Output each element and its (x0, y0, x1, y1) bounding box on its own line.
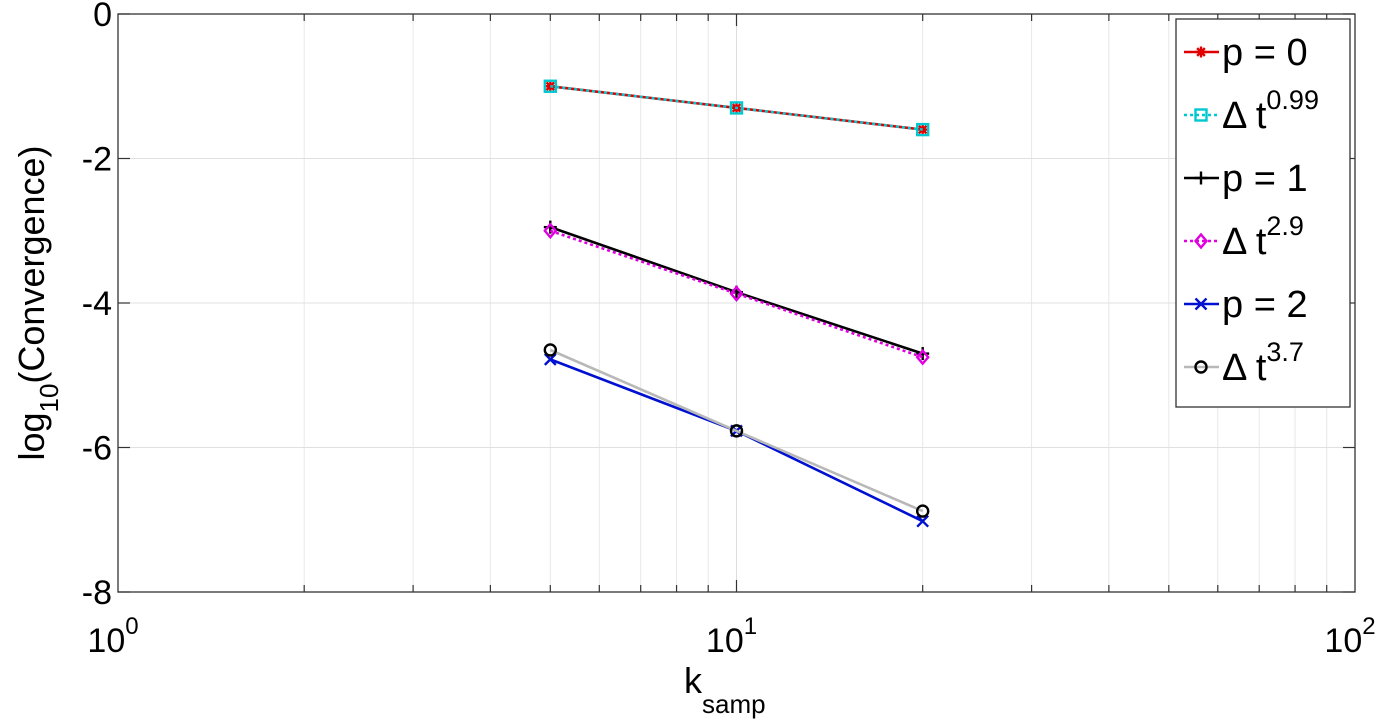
x-tick-label-exponent: 0 (125, 613, 138, 640)
x-tick-label-exponent: 1 (744, 613, 757, 640)
marker-diamond (1193, 232, 1209, 250)
legend-label-exponent: 0.99 (1266, 85, 1319, 115)
y-tick-label: 0 (93, 0, 112, 34)
legend-label: p = 2 (1222, 284, 1308, 326)
marker-square-shape (543, 79, 558, 93)
x-tick-label-base: 10 (1324, 622, 1362, 660)
legend-label-exponent: 3.7 (1266, 337, 1304, 367)
legend-entries: p = 0Δ t0.99p = 1Δ t2.9p = 2Δ t3.7 (1184, 32, 1319, 389)
marker-diamond (543, 222, 558, 240)
marker-square (1194, 108, 1208, 122)
marker-square-shape (729, 101, 744, 115)
x-tick-label-base: 10 (706, 622, 744, 660)
y-tick-label: -2 (82, 141, 112, 179)
x-axis-label-main: k (684, 660, 703, 701)
x-axis-label-subscript: samp (702, 689, 766, 719)
y-axis-label-subscript: 10 (34, 384, 64, 413)
axis-ticks (118, 13, 1355, 593)
marker-x (1194, 297, 1208, 311)
legend-label: Δ t0.99 (1222, 85, 1319, 137)
legend-entry: Δ t3.7 (1184, 337, 1304, 389)
marker-x (916, 514, 930, 528)
series-1 (543, 79, 930, 137)
y-axis-label: log10(Convergence) (11, 145, 64, 460)
marker-circle (915, 504, 930, 518)
marker-square (729, 101, 744, 115)
marker-square-shape (1194, 108, 1208, 122)
legend: p = 0Δ t0.99p = 1Δ t2.9p = 2Δ t3.7 (1175, 18, 1351, 408)
x-tick-label: 102 (1324, 613, 1375, 660)
x-tick-label: 101 (706, 613, 757, 660)
marker-diamond-shape (543, 222, 558, 240)
y-axis-label-suffix: (Convergence) (11, 145, 52, 383)
legend-label-exponent: 2.9 (1266, 211, 1304, 241)
legend-entry: p = 2 (1184, 284, 1308, 326)
marker-circle (729, 424, 744, 438)
legend-label-text: Δ t (1222, 347, 1267, 389)
y-tick-labels: 0 -2 -4 -6 -8 (82, 0, 112, 612)
marker-square (915, 122, 930, 137)
legend-label: p = 1 (1222, 158, 1308, 200)
legend-label: Δ t2.9 (1222, 211, 1304, 263)
legend-label: Δ t3.7 (1222, 337, 1304, 389)
x-axis-label: ksamp (684, 660, 766, 719)
legend-label-text: Δ t (1222, 95, 1267, 137)
marker-x (543, 353, 557, 366)
marker-circle-shape (915, 504, 930, 518)
series-line (550, 85, 923, 131)
legend-entry: p = 0 (1184, 32, 1308, 74)
y-tick-label: -6 (82, 430, 112, 468)
legend-label-text: p = 2 (1222, 284, 1308, 326)
grid-lines (118, 14, 1355, 592)
series-layer (543, 79, 930, 528)
y-axis-label-main: log (11, 413, 52, 461)
x-tick-label-base: 10 (87, 622, 125, 660)
legend-label-text: p = 1 (1222, 158, 1308, 200)
marker-circle (1194, 360, 1208, 374)
legend-entry: Δ t0.99 (1184, 85, 1319, 137)
marker-diamond-shape (915, 348, 930, 366)
legend-label-text: p = 0 (1222, 32, 1308, 74)
marker-diamond-shape (729, 285, 744, 302)
legend-label: p = 0 (1222, 32, 1308, 74)
marker-asterisk (1195, 46, 1207, 58)
marker-diamond (915, 348, 930, 366)
legend-box (1175, 18, 1351, 408)
marker-asterisk-stroke (1196, 47, 1206, 57)
legend-entry: Δ t2.9 (1184, 211, 1304, 263)
marker-plus (1194, 171, 1208, 185)
marker-x-stroke (916, 514, 930, 528)
x-tick-labels: 100 101 102 (87, 613, 1375, 660)
x-tick-label-exponent: 2 (1362, 613, 1375, 640)
marker-circle (543, 343, 558, 357)
marker-circle-shape (1194, 360, 1208, 374)
y-tick-label: -4 (82, 285, 112, 323)
y-tick-label: -8 (82, 574, 112, 612)
marker-x-stroke (1194, 297, 1208, 311)
series-line (549, 348, 924, 513)
marker-circle-shape (543, 343, 558, 357)
marker-x-stroke (543, 353, 557, 366)
marker-square-shape (915, 122, 930, 137)
x-tick-label: 100 (87, 613, 138, 660)
marker-circle-shape (729, 424, 744, 438)
marker-diamond (729, 285, 744, 302)
legend-entry: p = 1 (1184, 158, 1308, 200)
marker-square (543, 79, 558, 93)
legend-label-text: Δ t (1222, 221, 1267, 263)
series-5 (543, 343, 930, 518)
series-3 (543, 222, 930, 366)
marker-diamond-shape (1193, 232, 1209, 250)
